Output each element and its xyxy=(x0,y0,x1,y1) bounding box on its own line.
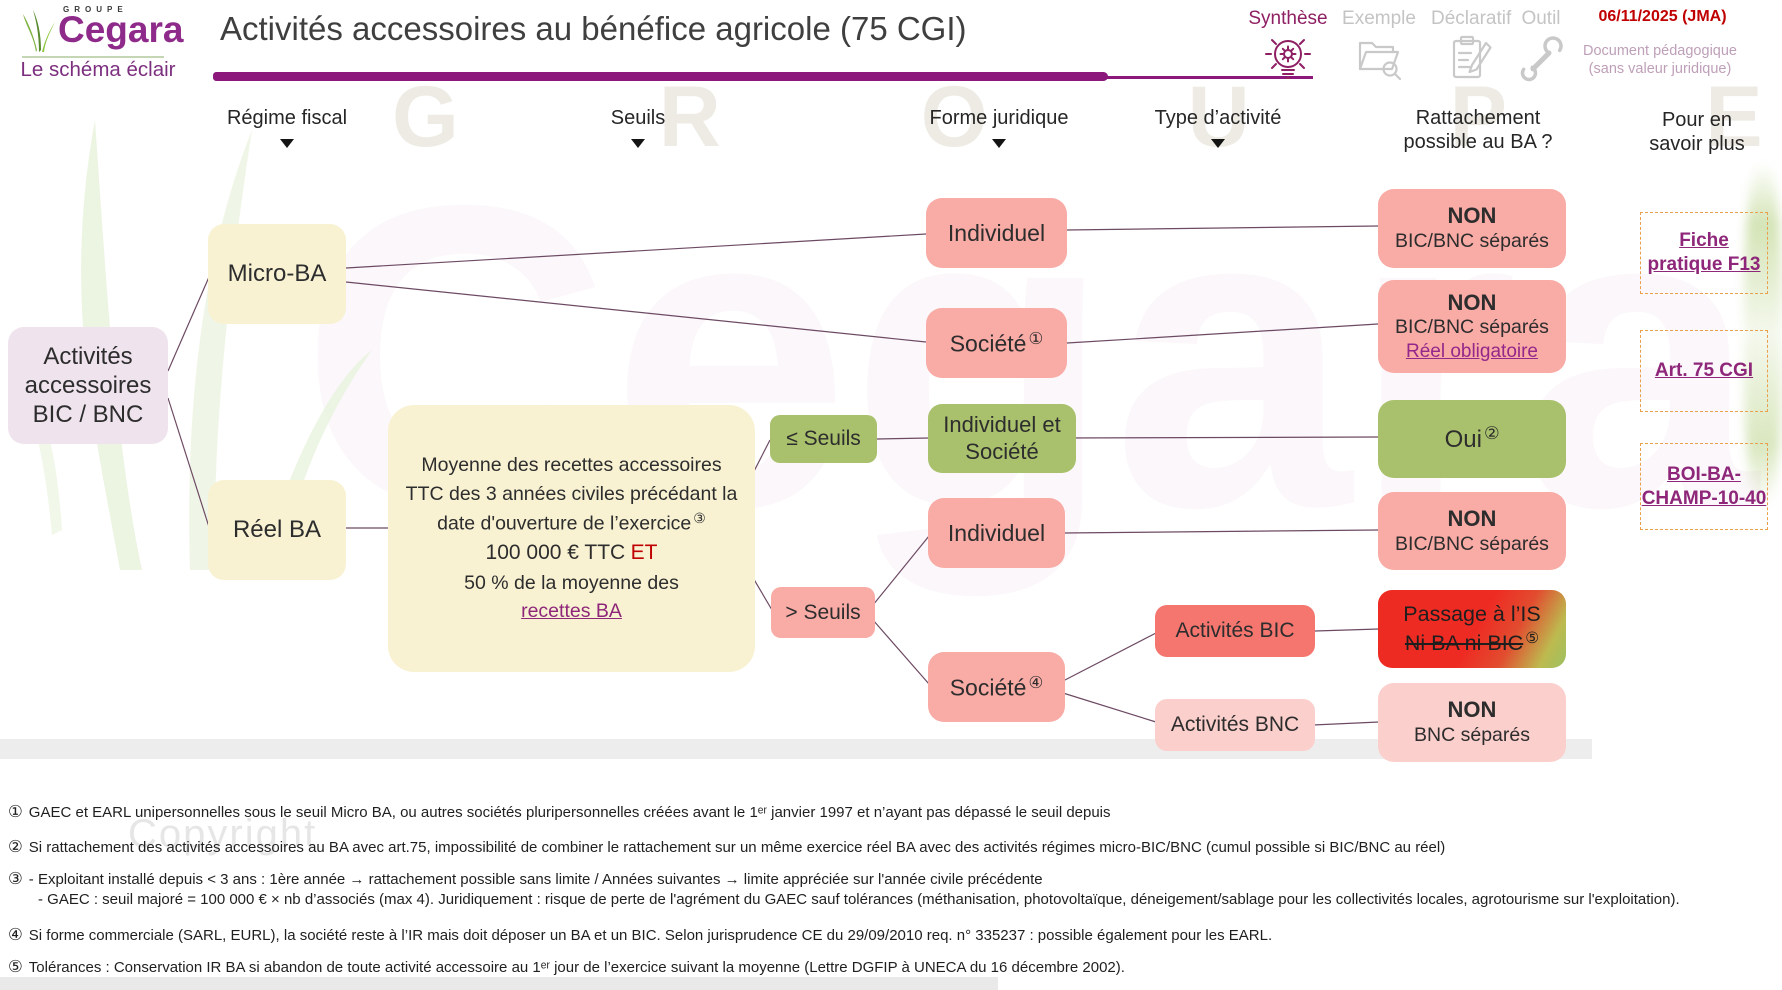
column-arrow-icon xyxy=(1211,139,1225,148)
footnote-5: ⑤ Tolérances : Conservation IR BA si aban… xyxy=(8,958,1125,976)
fiche-pratique-f13-link[interactable]: Fiche pratique F13 xyxy=(1647,230,1761,275)
link-box-boi-ba[interactable]: BOI-BA-CHAMP-10-40 xyxy=(1640,443,1768,530)
node-individuel-micro: Individuel xyxy=(926,198,1067,268)
result-non-micro-societe: NON BIC/BNC séparés Réel obligatoire xyxy=(1378,280,1566,373)
watermark-groupe: G R O U P E xyxy=(392,69,1782,165)
node-individuel-reel: Individuel xyxy=(928,498,1065,568)
disclaimer: Document pédagogique (sans valeur juridi… xyxy=(1575,42,1745,78)
footnote-4: ④ Si forme commerciale (SARL, EURL), la s… xyxy=(8,926,1273,944)
title-underline-tail xyxy=(1106,76,1313,79)
nav-exemple-label: Exemple xyxy=(1342,8,1416,29)
disclaimer-line2: (sans valeur juridique) xyxy=(1588,61,1732,78)
nav-exemple[interactable]: Exemple xyxy=(1339,8,1419,81)
column-forme-juridique: Forme juridique xyxy=(929,107,1069,129)
lightbulb-gear-icon xyxy=(1265,39,1311,79)
logo-tagline: Le schéma éclair xyxy=(20,58,176,81)
boi-ba-champ-link[interactable]: BOI-BA-CHAMP-10-40 xyxy=(1641,463,1767,509)
link-box-fiche-f13[interactable]: Fiche pratique F13 xyxy=(1640,212,1768,294)
node-societe-micro: Société ① xyxy=(926,308,1067,378)
node-activites-bnc: Activités BNC xyxy=(1155,699,1315,751)
node-inf-seuils: ≤ Seuils xyxy=(770,415,877,463)
footnote-ref-3: ③ xyxy=(693,510,706,527)
folder-search-icon xyxy=(1358,41,1402,81)
column-type-activite: Type d’activité xyxy=(1154,107,1282,129)
column-arrow-icon xyxy=(992,139,1006,148)
nav-synthese-label: Synthèse xyxy=(1248,8,1328,29)
reel-obligatoire-link[interactable]: Réel obligatoire xyxy=(1405,341,1538,363)
title-underline xyxy=(213,72,1108,81)
footnote-1: ① GAEC et EARL unipersonnelles sous le se… xyxy=(8,803,1111,821)
footnote-2: ② Si rattachement des activités accessoir… xyxy=(8,838,1446,856)
node-societe-reel: Société ④ xyxy=(928,652,1065,722)
node-activites-bic: Activités BIC xyxy=(1155,605,1315,657)
seuils-percent-text: 50 % de la moyenne des xyxy=(464,571,679,594)
page-title: Activités accessoires au bénéfice agrico… xyxy=(220,10,967,47)
nav-synthese[interactable]: Synthèse xyxy=(1248,8,1328,83)
footnote-ref-2: ② xyxy=(1483,423,1500,444)
gray-band-bottom xyxy=(0,977,998,990)
link-box-art-75[interactable]: Art. 75 CGI xyxy=(1640,330,1768,412)
disclaimer-line1: Document pédagogique xyxy=(1583,43,1737,59)
column-arrow-icon xyxy=(631,139,645,148)
logo-underline xyxy=(22,56,164,58)
logo-brand-text: Cegara xyxy=(58,9,184,50)
result-non-micro-individuel: NON BIC/BNC séparés xyxy=(1378,189,1566,268)
node-activites-accessoires: Activités accessoires BIC / BNC xyxy=(8,327,168,444)
footnote-3-line2: - GAEC : seuil majoré = 100 000 € × nb d… xyxy=(38,891,1680,908)
logo-group-text: GROUPE xyxy=(63,5,128,14)
node-reel-ba: Réel BA xyxy=(208,480,346,580)
result-passage-is: Passage à l’IS Ni BA ni BIC ⑤ xyxy=(1378,590,1566,668)
footnote-3: ③- Exploitant installé depuis < 3 ans : … xyxy=(8,870,1043,888)
node-sup-seuils: > Seuils xyxy=(771,587,875,638)
wrench-icon xyxy=(1520,36,1563,82)
node-individuel-et-societe: Individuel et Société xyxy=(928,404,1076,473)
footnote-ref-4: ④ xyxy=(1028,672,1044,692)
watermark-copyright: Copyright xyxy=(128,812,318,856)
node-micro-ba: Micro-BA xyxy=(208,224,346,324)
art-75-cgi-link[interactable]: Art. 75 CGI xyxy=(1654,360,1754,382)
seuils-rule-text: Moyenne des recettes accessoires TTC des… xyxy=(405,454,738,535)
green-accent-edge xyxy=(1744,162,1782,507)
node-seuils-rule: Moyenne des recettes accessoires TTC des… xyxy=(388,405,755,672)
column-pour-en-savoir-plus: Pour en savoir plus xyxy=(1649,109,1745,155)
footnote-ref-5: ⑤ xyxy=(1525,630,1540,648)
date-label: 06/11/2025 (JMA) xyxy=(1598,8,1727,25)
nav-declaratif-label: Déclaratif xyxy=(1431,8,1512,29)
seuils-amount: 100 000 € TTC xyxy=(485,541,626,565)
column-seuils: Seuils xyxy=(610,107,666,129)
result-oui: Oui ② xyxy=(1378,400,1566,478)
recettes-ba-link[interactable]: recettes BA xyxy=(521,600,622,623)
seuils-et: ET xyxy=(630,541,658,565)
column-rattachement: Rattachement possible au BA ? xyxy=(1403,107,1553,153)
clipboard-pencil-icon xyxy=(1452,35,1492,79)
column-arrow-icon xyxy=(280,139,294,148)
logo-grass-icon xyxy=(23,10,55,52)
nav-outil[interactable]: Outil xyxy=(1503,8,1579,83)
nav-outil-label: Outil xyxy=(1521,8,1561,29)
result-non-reel-individuel: NON BIC/BNC séparés xyxy=(1378,492,1566,570)
nav-declaratif[interactable]: Déclaratif xyxy=(1431,8,1511,81)
footnote-ref-1: ① xyxy=(1028,328,1044,348)
column-regime-fiscal: Régime fiscal xyxy=(226,107,348,129)
result-non-bnc: NON BNC séparés xyxy=(1378,683,1566,762)
